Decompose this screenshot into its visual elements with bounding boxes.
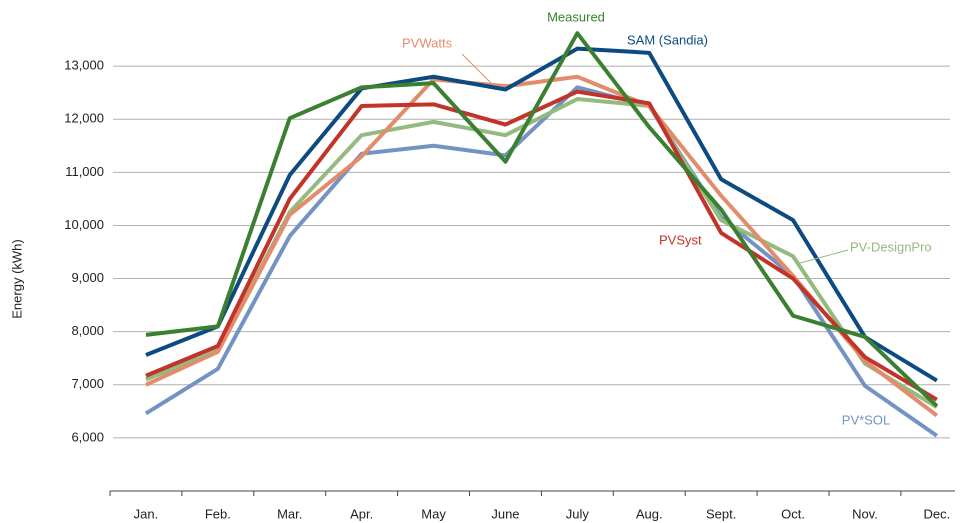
x-tick-label: Oct. bbox=[781, 506, 805, 521]
series-line bbox=[145, 46, 938, 383]
x-tick-label: May bbox=[421, 506, 446, 521]
y-tick-label: 6,000 bbox=[71, 429, 104, 444]
y-tick-label: 10,000 bbox=[64, 217, 104, 232]
x-tick-label: June bbox=[491, 506, 519, 521]
x-tick-label: Sept. bbox=[706, 506, 736, 521]
x-tick-label: Apr. bbox=[350, 506, 373, 521]
y-tick-label: 13,000 bbox=[64, 58, 104, 73]
series-label: SAM (Sandia) bbox=[627, 32, 708, 47]
y-tick-label: 8,000 bbox=[71, 323, 104, 338]
y-tick-label: 11,000 bbox=[65, 164, 104, 179]
series-label: PVSyst bbox=[659, 232, 702, 247]
y-tick-label: 7,000 bbox=[71, 376, 104, 391]
x-tick-label: Jan. bbox=[134, 506, 159, 521]
x-tick-label: Nov. bbox=[852, 506, 878, 521]
y-axis-label: Energy (kWh) bbox=[9, 239, 24, 318]
y-tick-label: 9,000 bbox=[71, 270, 104, 285]
series-label: PVWatts bbox=[402, 35, 453, 50]
x-tick-label: Dec. bbox=[923, 506, 950, 521]
leader-line bbox=[799, 249, 849, 264]
series-line bbox=[145, 31, 939, 408]
series-label: PV*SOL bbox=[842, 412, 890, 427]
x-tick-label: Mar. bbox=[277, 506, 302, 521]
x-tick-label: July bbox=[566, 506, 590, 521]
y-tick-label: 12,000 bbox=[64, 111, 104, 126]
series-label: Measured bbox=[547, 9, 605, 24]
x-tick-label: Feb. bbox=[205, 506, 231, 521]
leader-line bbox=[461, 53, 493, 85]
series-line bbox=[145, 89, 938, 402]
x-tick-label: Aug. bbox=[636, 506, 663, 521]
series-label: PV-DesignPro bbox=[850, 239, 932, 254]
